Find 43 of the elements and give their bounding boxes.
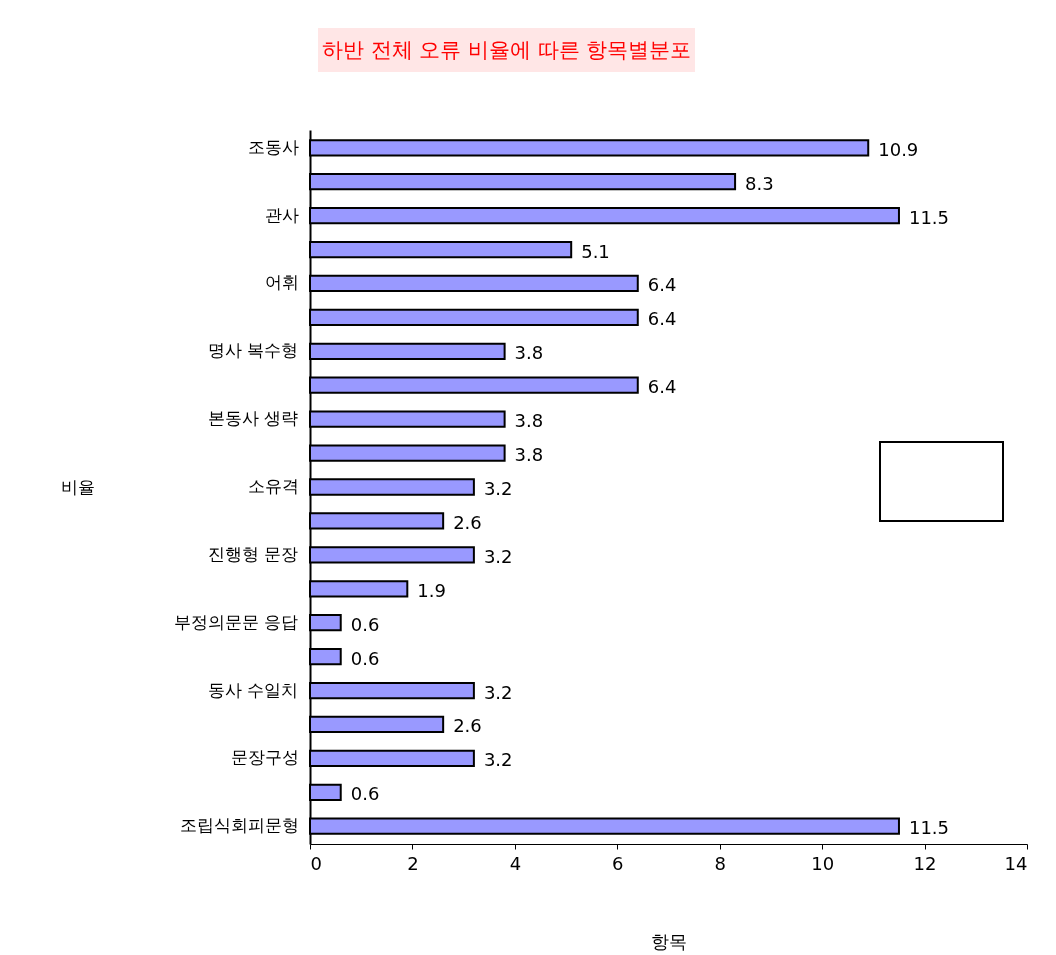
y-tick-label: 진행형 문장 <box>208 543 299 564</box>
y-tick-label: 관사 <box>264 204 299 225</box>
data-label: 6.4 <box>647 308 677 330</box>
data-label: 3.8 <box>514 444 544 466</box>
y-tick-label: 문장구성 <box>230 747 299 768</box>
y-tick-label: 본동사 생략 <box>208 408 299 429</box>
data-label: 3.2 <box>483 478 513 499</box>
chart-title: 하반 전체 오류 비율에 따른 항목별분포 <box>318 28 696 72</box>
y-tick-label: 명사 복수형 <box>208 340 299 361</box>
y-axis-title: 비율 <box>60 476 95 497</box>
y-tick-label: 부정의문문 응답 <box>174 611 299 632</box>
x-tick-label: 2 <box>407 852 419 874</box>
x-tick-label: 8 <box>714 852 726 874</box>
y-tick-label: 어휘 <box>264 272 299 293</box>
x-tick-label: 6 <box>612 852 624 874</box>
data-label: 2.6 <box>453 715 482 737</box>
x-axis-title: 항목 <box>651 930 687 952</box>
data-label: 6.4 <box>647 274 677 296</box>
data-label: 3.8 <box>514 410 544 432</box>
data-label: 0.6 <box>350 647 380 669</box>
data-label: 3.2 <box>483 681 513 703</box>
data-label: 3.8 <box>514 342 544 364</box>
data-label: 1.9 <box>417 579 446 601</box>
data-label: 8.3 <box>745 172 774 194</box>
data-label: 10.9 <box>878 138 919 160</box>
data-label: 0.6 <box>350 613 380 635</box>
y-tick-label: 소유격 <box>247 476 299 496</box>
y-tick-label: 조립식회피문형 <box>179 815 299 836</box>
x-tick-label: 14 <box>1004 852 1028 874</box>
data-label: 11.5 <box>908 206 950 228</box>
data-label: 3.2 <box>483 545 513 567</box>
y-tick-label: 동사 수일치 <box>208 679 299 700</box>
x-tick-label: 12 <box>913 852 937 874</box>
data-label: 5.1 <box>581 240 610 262</box>
data-label: 6.4 <box>647 376 677 398</box>
y-tick-label: 조동사 <box>247 136 299 157</box>
x-tick-label: 0 <box>310 852 322 874</box>
data-label: 3.2 <box>483 749 513 771</box>
data-label: 11.5 <box>908 817 950 839</box>
data-label: 0.6 <box>350 783 380 805</box>
x-tick-label: 10 <box>811 852 835 874</box>
data-label: 2.6 <box>453 511 482 533</box>
x-tick-label: 4 <box>509 852 522 874</box>
